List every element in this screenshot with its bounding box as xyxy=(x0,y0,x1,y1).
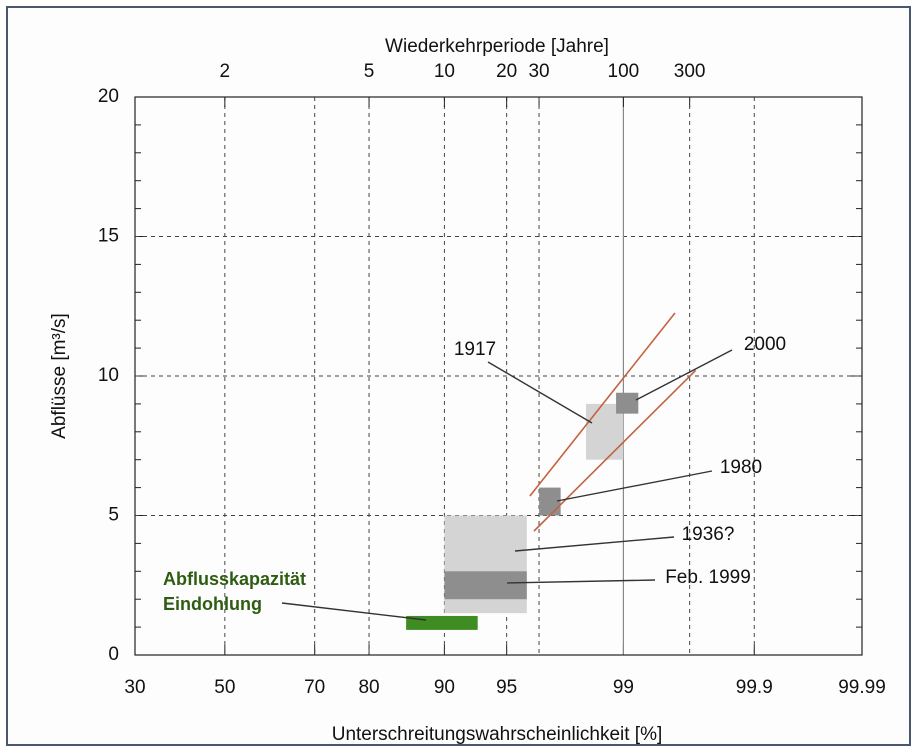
annotation: 2000 xyxy=(744,334,786,355)
x-tick-label: 99.99 xyxy=(838,677,886,698)
leader-line xyxy=(556,470,713,502)
range-box xyxy=(539,487,561,516)
x2-tick-label: 2 xyxy=(220,61,231,82)
annotation: 1936? xyxy=(682,524,735,545)
range-box xyxy=(616,392,639,414)
x-tick-label: 99.9 xyxy=(736,677,773,698)
annotation: 1917 xyxy=(454,339,496,360)
x-tick-label: 99 xyxy=(613,677,634,698)
range-box xyxy=(444,571,527,600)
x2-tick-label: 300 xyxy=(674,61,706,82)
annotation: Abflusskapazität xyxy=(163,569,306,589)
leader-line xyxy=(514,536,675,552)
x-tick-label: 95 xyxy=(496,677,517,698)
x-tick-label: 70 xyxy=(304,677,325,698)
x-tick-label: 80 xyxy=(358,677,379,698)
plot-frame xyxy=(134,96,863,656)
x2-tick-label: 20 xyxy=(496,61,517,82)
range-box xyxy=(406,615,478,630)
x2-tick-label: 5 xyxy=(364,61,375,82)
y-tick-label: 20 xyxy=(98,86,119,107)
x2-tick-label: 10 xyxy=(434,61,455,82)
y-axis-label: Abflüsse [m³/s] xyxy=(49,313,70,439)
leader-line xyxy=(487,361,593,424)
leader-line xyxy=(281,602,427,621)
top-axis-title: Wiederkehrperiode [Jahre] xyxy=(385,36,609,57)
annotation: Feb. 1999 xyxy=(665,567,751,588)
x-tick-label: 50 xyxy=(214,677,235,698)
x-tick-label: 30 xyxy=(124,677,145,698)
x-axis-label: Unterschreitungswahrscheinlichkeit [%] xyxy=(332,724,663,745)
leader-line xyxy=(506,579,656,584)
annotation: 1980 xyxy=(720,457,762,478)
x2-tick-label: 100 xyxy=(608,61,640,82)
y-tick-label: 0 xyxy=(108,644,119,665)
y-tick-label: 10 xyxy=(98,365,119,386)
y-tick-label: 5 xyxy=(108,505,119,526)
trend-line xyxy=(529,312,676,497)
leader-line xyxy=(635,349,733,401)
y-tick-label: 15 xyxy=(98,226,119,247)
x2-tick-label: 30 xyxy=(528,61,549,82)
trend-line xyxy=(533,369,697,532)
x-tick-label: 90 xyxy=(434,677,455,698)
annotation: Eindohlung xyxy=(163,594,262,614)
